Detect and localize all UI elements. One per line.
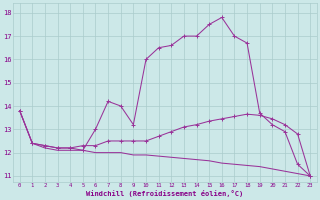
X-axis label: Windchill (Refroidissement éolien,°C): Windchill (Refroidissement éolien,°C) — [86, 190, 244, 197]
